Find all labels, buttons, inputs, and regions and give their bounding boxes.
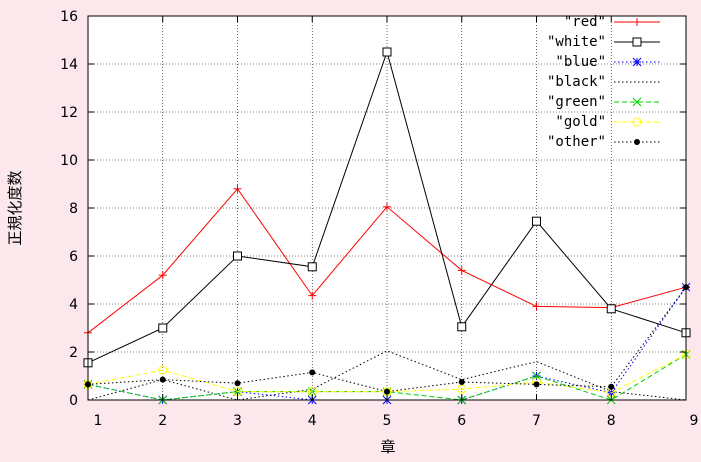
y-tick-label: 10: [60, 153, 78, 169]
x-tick-label: 5: [383, 413, 392, 429]
series-6: [85, 284, 689, 395]
data-point: [159, 376, 166, 383]
y-axis-label: 正規化度数: [6, 170, 24, 245]
y-tick-label: 12: [60, 105, 78, 121]
data-point: [457, 384, 467, 394]
data-point: [457, 322, 467, 332]
legend-label: "white": [547, 34, 606, 50]
legend-item: "other": [547, 134, 660, 150]
data-point: [309, 369, 316, 376]
data-point: [606, 304, 616, 314]
y-tick-label: 14: [60, 57, 78, 73]
x-tick-label: 2: [158, 413, 167, 429]
x-tick-label: 3: [233, 413, 242, 429]
y-tick-label: 8: [69, 201, 78, 217]
data-point: [158, 323, 168, 333]
series-lines: [83, 47, 691, 405]
x-axis-label: 章: [380, 438, 395, 456]
series-line: [87, 286, 687, 401]
legend-label: "gold": [555, 114, 606, 130]
series-3: [87, 350, 687, 401]
data-point: [634, 139, 640, 145]
data-point: [382, 47, 392, 57]
legend-label: "blue": [555, 54, 606, 70]
data-point: [632, 37, 642, 47]
data-point: [608, 383, 615, 390]
data-point: [632, 97, 642, 107]
y-tick-label: 4: [69, 297, 78, 313]
data-point: [234, 380, 241, 387]
y-tick-label: 0: [69, 393, 78, 409]
legend-label: "red": [564, 14, 606, 30]
data-point: [158, 365, 168, 375]
legend-label: "green": [547, 94, 606, 110]
data-point: [632, 57, 642, 67]
x-tick-label: 8: [607, 413, 616, 429]
data-point: [307, 262, 317, 272]
legend-label: "black": [547, 74, 606, 90]
legend-item: "green": [547, 94, 660, 110]
y-tick-label: 6: [69, 249, 78, 265]
legend-item: "gold": [555, 114, 660, 130]
x-tick-label: 6: [457, 413, 466, 429]
series-line: [87, 350, 687, 401]
x-tick-label: 7: [532, 413, 541, 429]
legend-item: "red": [564, 14, 660, 30]
data-point: [458, 379, 465, 385]
series-line: [87, 353, 687, 401]
legend-item: "blue": [555, 54, 660, 70]
legend-item: "black": [547, 74, 660, 90]
data-point: [632, 117, 642, 127]
data-point: [233, 251, 242, 261]
y-tick-label: 2: [69, 345, 78, 361]
y-tick-label: 16: [60, 9, 78, 25]
legend: "red" "white" "blue" "black" "green" "gold" "o…: [547, 14, 660, 150]
legend-item: "white": [547, 34, 660, 50]
x-tick-label: 4: [308, 413, 317, 429]
x-tick-label: 9: [690, 413, 699, 429]
data-point: [384, 388, 390, 395]
legend-label: "other": [547, 134, 606, 150]
data-point: [532, 216, 541, 226]
x-tick-label: 1: [94, 413, 103, 429]
data-point: [533, 381, 540, 388]
